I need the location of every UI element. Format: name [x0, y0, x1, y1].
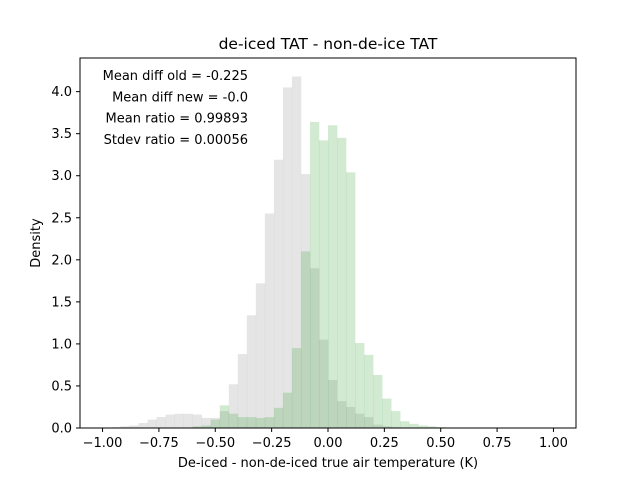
histogram-bar-series-0-bin-15 [246, 315, 257, 428]
histogram-bar-series-1-bin-23 [400, 421, 410, 428]
histogram-bar-series-1-bin-14 [318, 140, 329, 428]
y-axis-ticks: 0.0 0.5 1.0 1.5 2.0 2.5 3.0 3.5 4.0 [51, 85, 80, 437]
histogram-bar-series-0-bin-19 [282, 87, 293, 429]
histogram-bar-series-1-bin-4 [228, 413, 239, 428]
histogram-bar-series-0-bin-12 [219, 411, 230, 428]
y-tick-label: 0.5 [51, 379, 72, 394]
histogram-bar-series-0-bin-13 [228, 384, 239, 428]
histogram-bar-series-0-bin-1 [120, 426, 130, 428]
histogram-bar-series-1-bin-5 [237, 417, 248, 428]
histogram-bar-series-0-bin-25 [337, 401, 347, 428]
histogram-bar-series-0-bin-24 [328, 380, 338, 428]
histogram-bar-series-0-bin-2 [129, 425, 139, 428]
histogram-bar-series-1-bin-7 [255, 417, 266, 428]
y-tick-label: 2.0 [51, 253, 72, 268]
y-tick-label: 2.5 [51, 211, 72, 226]
histogram-bar-series-1-bin-12 [300, 251, 311, 428]
histogram-bar-series-1-bin-13 [309, 121, 320, 428]
histogram-bar-series-1-bin-3 [219, 405, 230, 428]
histogram-bar-series-1-bin-21 [382, 398, 392, 428]
plot-frame [79, 57, 577, 429]
histogram-bar-series-0-bin-17 [264, 213, 275, 428]
histogram-bar-series-1-bin-2 [210, 419, 221, 428]
histogram-bar-series-1-bin-9 [273, 407, 284, 428]
histogram-bar-series-1-bin-18 [355, 343, 365, 428]
y-tick-label: 3.0 [51, 169, 72, 184]
histogram-bars [111, 76, 446, 429]
histogram-bar-series-0-bin-9 [192, 414, 203, 428]
stats-annotation-3: Stdev ratio = 0.00056 [104, 133, 248, 148]
histogram-bar-series-0-bin-10 [201, 417, 212, 428]
y-tick-label: 1.5 [51, 295, 72, 310]
histogram-bar-series-0-bin-27 [355, 413, 365, 428]
histogram-bar-series-0-bin-29 [373, 424, 383, 428]
histogram-bar-series-0-bin-21 [300, 174, 311, 428]
histogram-bar-series-1-bin-16 [337, 137, 347, 428]
stats-annotation-2: Mean ratio = 0.99893 [106, 112, 248, 127]
histogram-bar-series-1-bin-17 [346, 172, 356, 428]
histogram-bar-series-1-bin-8 [264, 417, 275, 428]
histogram-bar-series-0-bin-28 [364, 417, 374, 428]
histogram-bar-series-0-bin-14 [237, 354, 248, 428]
x-axis-label: De-iced - non-de-iced true air temperatu… [178, 456, 478, 471]
x-tick-label: −0.50 [195, 436, 235, 451]
x-tick-label: 0.00 [314, 436, 343, 451]
histogram-bar-series-1-bin-0 [192, 426, 203, 428]
histogram-bar-series-0-bin-18 [273, 159, 284, 428]
histogram-bar-series-1-bin-24 [409, 423, 419, 428]
x-tick-label: −0.75 [139, 436, 179, 451]
histogram-bar-series-0-bin-30 [382, 426, 392, 428]
histogram-bar-series-1-bin-11 [291, 348, 302, 428]
histogram-bar-series-0-bin-7 [174, 413, 185, 428]
histogram-bar-series-1-bin-15 [328, 125, 338, 429]
histogram-bar-series-0-bin-5 [156, 417, 166, 428]
y-tick-label: 4.0 [51, 85, 72, 100]
x-axis-ticks: −1.00 −0.75 −0.50 −0.25 0.00 0.25 0.50 0.75 1.00 [83, 428, 568, 451]
x-tick-label: 0.25 [370, 436, 399, 451]
y-tick-label: 0.0 [51, 422, 72, 437]
y-tick-label: 3.5 [51, 127, 72, 142]
histogram-bar-series-0-bin-26 [346, 406, 356, 428]
y-axis-label: Density [29, 218, 44, 268]
histogram-bar-series-0-bin-22 [309, 268, 320, 428]
stats-annotations: Mean diff old = -0.225 Mean diff new = -0… [103, 69, 248, 148]
histogram-bar-series-0-bin-11 [210, 417, 221, 428]
x-tick-label: 0.50 [426, 436, 455, 451]
stats-annotation-1: Mean diff new = -0.0 [112, 90, 248, 105]
histogram-bar-series-1-bin-22 [391, 411, 401, 428]
histogram-bar-series-0-bin-4 [147, 419, 157, 428]
histogram-bar-series-1-bin-10 [282, 392, 293, 428]
histogram-bar-series-0-bin-16 [255, 283, 266, 428]
histogram-bar-series-1-bin-20 [373, 375, 383, 428]
x-tick-label: −0.25 [252, 436, 292, 451]
histogram-bar-series-1-bin-26 [427, 426, 437, 428]
histogram-bar-series-1-bin-25 [418, 425, 428, 428]
histogram-bar-series-0-bin-8 [183, 413, 194, 428]
stats-annotation-0: Mean diff old = -0.225 [103, 69, 248, 84]
histogram-bar-series-0-bin-20 [291, 76, 302, 428]
histogram-bar-series-0-bin-6 [165, 414, 175, 428]
x-tick-label: −1.00 [83, 436, 123, 451]
histogram-bar-series-1-bin-6 [246, 417, 257, 428]
histogram-bar-series-1-bin-19 [364, 354, 374, 428]
histogram-bar-series-1-bin-1 [201, 425, 212, 428]
x-tick-label: 0.75 [483, 436, 512, 451]
y-tick-label: 1.0 [51, 337, 72, 352]
x-tick-label: 1.00 [539, 436, 568, 451]
chart-title: de-iced TAT - non-de-ice TAT [219, 35, 438, 53]
histogram-bar-series-0-bin-3 [138, 422, 148, 428]
histogram-bar-series-0-bin-23 [318, 339, 329, 428]
